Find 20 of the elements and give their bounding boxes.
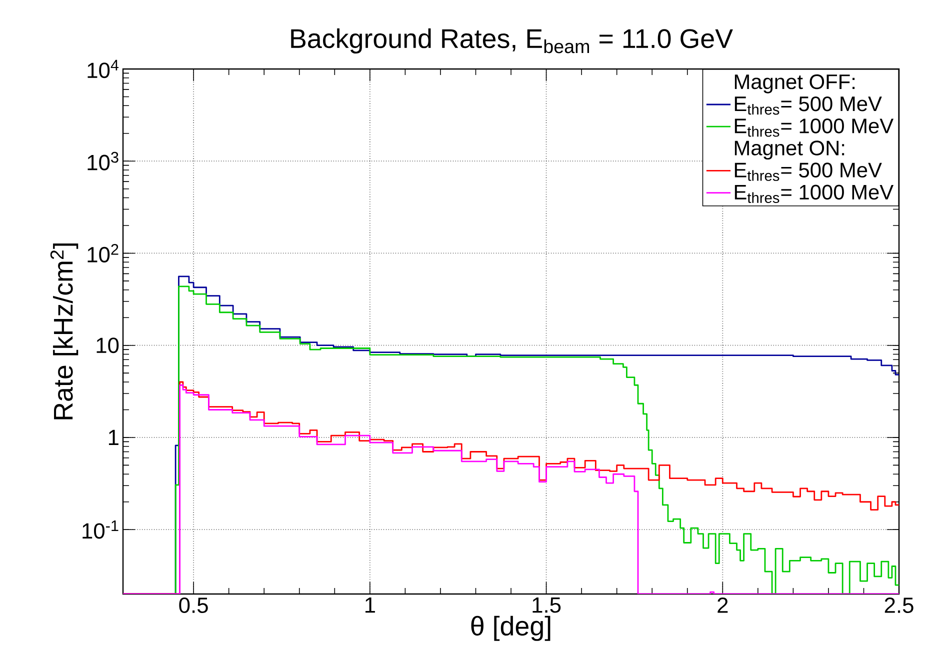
legend-label: E$_{thres}$= 500 MeV [734, 96, 882, 115]
x-tick-label: 2 [718, 598, 728, 613]
chart-title: Background Rates, E$_{beam}$ = 11.0 GeV [291, 28, 733, 54]
y-axis-title: Rate [kHz/cm$^{2}$] [50, 243, 78, 420]
x-tick-label: 0.5 [179, 598, 208, 614]
x-tick-label: 2.5 [884, 598, 914, 614]
legend-label: E$_{thres}$= 1000 MeV [734, 184, 894, 204]
y-tick-label: 10$^{-1}$ [82, 520, 118, 539]
x-tick-label: 1 [365, 598, 375, 613]
y-tick-label: 10$^{2}$ [88, 244, 118, 262]
y-tick-label: 10$^{3}$ [88, 152, 118, 170]
annotation: Magnet ON: [734, 140, 844, 160]
y-tick-label: 10 [96, 338, 119, 354]
x-tick-label: 1.5 [532, 598, 561, 613]
annotation: Magnet OFF: [734, 74, 855, 94]
y-tick-label: 1 [108, 430, 118, 446]
legend-label: E$_{thres}$= 1000 MeV [734, 118, 894, 137]
legend-label: E$_{thres}$= 500 MeV [734, 162, 882, 181]
y-tick-label: 10$^{4}$ [88, 60, 119, 78]
x-axis-title: θ [deg] [471, 616, 550, 641]
